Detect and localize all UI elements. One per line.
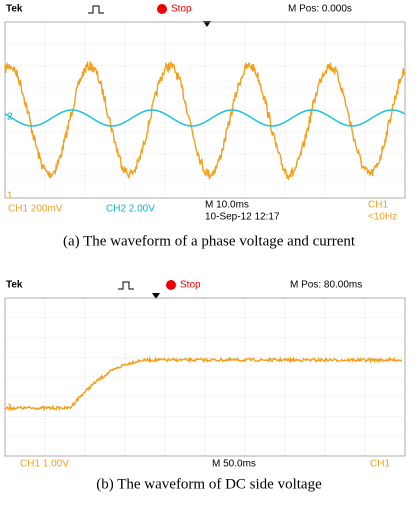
brand: Tek: [6, 4, 23, 15]
caption: (a) The waveform of a phase voltage and …: [63, 233, 356, 249]
brand: Tek: [6, 280, 23, 291]
ch1-marker: 1: [7, 191, 13, 202]
trigger-freq: <10Hz: [368, 212, 397, 223]
time-scale: M 50.0ms: [212, 459, 256, 470]
trigger-icon: [118, 282, 134, 289]
scope-b: Tek Stop M Pos: 80.00ms 1 CH1 1.00V M 50…: [5, 280, 405, 493]
trigger-channel: CH1: [368, 200, 388, 211]
position: M Pos: 0.000s: [288, 4, 352, 15]
time-scale: M 10.0ms: [205, 200, 249, 211]
ch2-scale: CH2 2.00V: [106, 204, 155, 215]
stop-dot: [157, 4, 167, 14]
state: Stop: [171, 4, 192, 15]
trigger-channel: CH1: [370, 459, 390, 470]
timestamp: 10-Sep-12 12:17: [205, 212, 280, 223]
caption: (b) The waveform of DC side voltage: [96, 476, 322, 492]
ch1-scale: CH1 1.00V: [20, 459, 69, 470]
stop-dot: [166, 280, 176, 290]
state: Stop: [180, 280, 201, 291]
position: M Pos: 80.00ms: [290, 280, 362, 291]
trigger-icon: [88, 6, 104, 13]
trace-ch1: [5, 359, 402, 410]
ch1-scale: CH1 200mV: [8, 204, 63, 215]
figure: Tek Stop M Pos: 0.000s 2 1 CH1 200mV CH2…: [0, 0, 419, 520]
scope-a: Tek Stop M Pos: 0.000s 2 1 CH1 200mV CH2…: [5, 4, 405, 250]
